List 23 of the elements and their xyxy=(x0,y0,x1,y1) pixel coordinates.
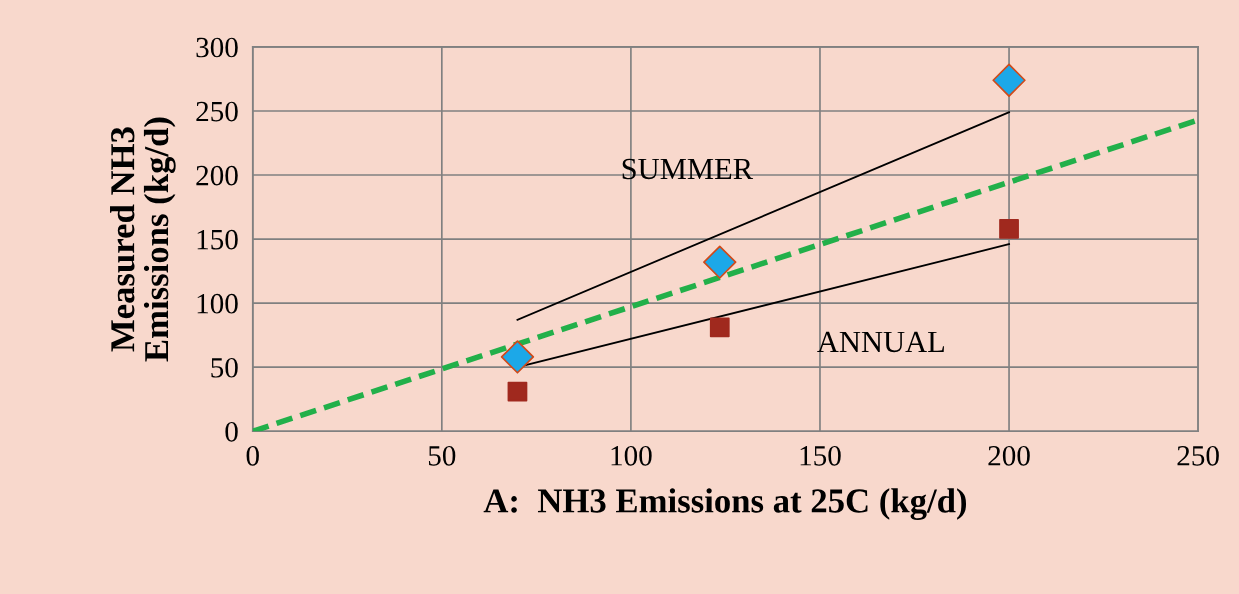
y-tick-label: 0 xyxy=(225,421,238,442)
x-tick-label: 250 xyxy=(1177,445,1219,466)
x-tick-label: 0 xyxy=(246,445,259,466)
point xyxy=(500,340,535,374)
x-axis-title: A: NH3 Emissions at 25C (kg/d) xyxy=(483,488,967,521)
y-tick-label: 250 xyxy=(196,101,238,122)
point xyxy=(703,245,737,279)
y-tick-label: 200 xyxy=(196,165,238,186)
point xyxy=(507,381,528,402)
series-label: ANNUAL xyxy=(817,331,944,353)
series-label: SUMMER xyxy=(622,158,754,180)
y-axis-title: Measured NH3 Emissions (kg/d) xyxy=(110,117,176,362)
x-tick-label: 150 xyxy=(800,445,841,466)
x-tick-label: 50 xyxy=(428,445,456,466)
point xyxy=(709,317,730,338)
point xyxy=(999,218,1019,239)
x-tick-label: 200 xyxy=(988,445,1030,466)
y-tick-label: 50 xyxy=(211,357,238,378)
y-tick-label: 100 xyxy=(197,293,238,314)
y-tick-label: 300 xyxy=(196,37,238,58)
y-tick-label: 150 xyxy=(197,229,238,250)
point xyxy=(992,63,1026,97)
x-tick-label: 100 xyxy=(611,445,652,466)
